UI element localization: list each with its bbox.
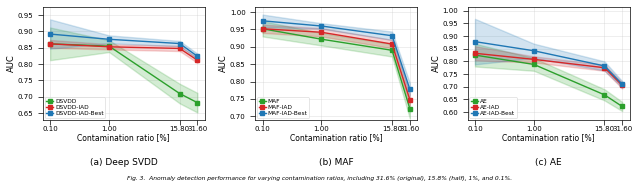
X-axis label: Contamination ratio [%]: Contamination ratio [%] [77,133,170,142]
AE-IAD [530,58,538,60]
DSVDD-IAD [46,43,54,45]
DSVDD-IAD-Best [193,55,201,57]
Line: MAF: MAF [261,27,412,110]
DSVDD [193,102,201,104]
DSVDD-IAD-Best [176,42,184,45]
Line: DSVDD-IAD: DSVDD-IAD [49,42,199,62]
MAF-IAD-Best [259,20,266,22]
MAF [317,38,325,40]
AE-IAD-Best [618,83,626,85]
Y-axis label: AUC: AUC [432,54,441,72]
AE [530,63,538,66]
AE [618,105,626,108]
Line: AE-IAD-Best: AE-IAD-Best [473,40,624,86]
AE-IAD [600,67,608,69]
DSVDD [46,43,54,45]
MAF-IAD-Best [406,88,413,90]
MAF-IAD [259,28,266,30]
DSVDD-IAD [176,47,184,50]
Line: AE: AE [473,53,624,108]
MAF-IAD-Best [388,35,396,37]
AE-IAD-Best [471,41,479,43]
MAF [388,49,396,51]
X-axis label: Contamination ratio [%]: Contamination ratio [%] [502,133,595,142]
DSVDD [105,45,113,47]
DSVDD-IAD-Best [46,33,54,35]
Text: (b) MAF: (b) MAF [319,158,353,167]
Line: AE-IAD: AE-IAD [473,52,624,87]
MAF-IAD-Best [317,25,325,27]
DSVDD-IAD-Best [105,38,113,40]
AE [600,94,608,96]
Text: (c) AE: (c) AE [535,158,562,167]
Legend: MAF, MAF-IAD, MAF-IAD-Best: MAF, MAF-IAD, MAF-IAD-Best [257,97,309,118]
AE-IAD [471,52,479,54]
MAF [259,28,266,30]
Line: DSVDD-IAD-Best: DSVDD-IAD-Best [49,32,199,58]
AE-IAD [618,84,626,87]
MAF-IAD [406,98,413,101]
X-axis label: Contamination ratio [%]: Contamination ratio [%] [290,133,383,142]
Text: Fig. 3.  Anomaly detection performance for varying contamination ratios, includi: Fig. 3. Anomaly detection performance fo… [127,176,513,181]
Line: MAF-IAD: MAF-IAD [261,27,412,101]
DSVDD-IAD [105,46,113,48]
Y-axis label: AUC: AUC [7,54,16,72]
MAF [406,107,413,110]
AE [471,54,479,56]
Text: (a) Deep SVDD: (a) Deep SVDD [90,158,157,167]
Legend: AE, AE-IAD, AE-IAD-Best: AE, AE-IAD, AE-IAD-Best [469,97,516,118]
AE-IAD-Best [600,65,608,67]
Legend: DSVDD, DSVDD-IAD, DSVDD-IAD-Best: DSVDD, DSVDD-IAD, DSVDD-IAD-Best [45,97,106,118]
MAF-IAD [388,43,396,45]
Y-axis label: AUC: AUC [220,54,228,72]
DSVDD [176,92,184,95]
MAF-IAD [317,31,325,33]
Line: DSVDD: DSVDD [49,42,199,104]
DSVDD-IAD [193,59,201,61]
AE-IAD-Best [530,50,538,52]
Line: MAF-IAD-Best: MAF-IAD-Best [261,19,412,91]
